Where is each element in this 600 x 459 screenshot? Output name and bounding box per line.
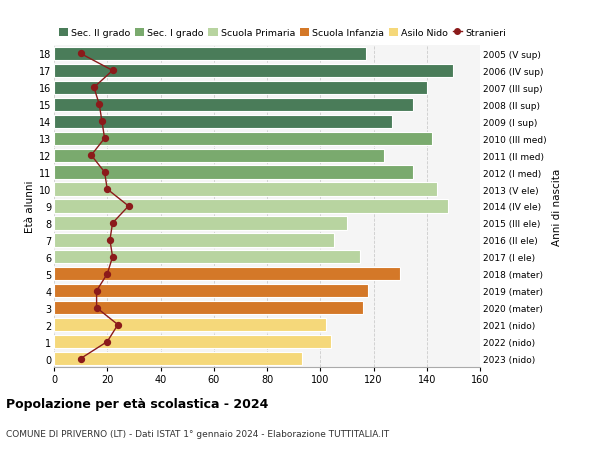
Bar xyxy=(54,352,302,365)
Text: COMUNE DI PRIVERNO (LT) - Dati ISTAT 1° gennaio 2024 - Elaborazione TUTTITALIA.I: COMUNE DI PRIVERNO (LT) - Dati ISTAT 1° … xyxy=(6,429,389,438)
Point xyxy=(100,135,109,143)
Bar xyxy=(54,217,347,230)
Point xyxy=(113,321,123,329)
Bar xyxy=(54,234,334,247)
Bar xyxy=(54,149,384,162)
Point xyxy=(89,84,99,92)
Bar xyxy=(54,200,448,213)
Point xyxy=(103,338,112,346)
Bar xyxy=(54,115,392,129)
Legend: Sec. II grado, Sec. I grado, Scuola Primaria, Scuola Infanzia, Asilo Nido, Stran: Sec. II grado, Sec. I grado, Scuola Prim… xyxy=(59,29,506,38)
Bar xyxy=(54,183,437,196)
Point xyxy=(105,237,115,244)
Point xyxy=(124,203,133,210)
Bar xyxy=(54,99,413,112)
Bar xyxy=(54,48,365,61)
Bar xyxy=(54,319,326,331)
Point xyxy=(100,169,109,176)
Y-axis label: Età alunni: Età alunni xyxy=(25,180,35,233)
Bar xyxy=(54,82,427,95)
Point xyxy=(108,254,118,261)
Point xyxy=(92,304,101,312)
Text: Popolazione per età scolastica - 2024: Popolazione per età scolastica - 2024 xyxy=(6,397,268,410)
Point xyxy=(103,270,112,278)
Point xyxy=(108,220,118,227)
Bar xyxy=(54,285,368,298)
Bar xyxy=(54,132,432,146)
Bar xyxy=(54,302,363,314)
Bar xyxy=(54,166,413,179)
Point xyxy=(97,118,107,126)
Point xyxy=(92,287,101,295)
Point xyxy=(103,186,112,193)
Point xyxy=(94,101,104,109)
Point xyxy=(76,50,85,58)
Bar xyxy=(54,251,360,264)
Point xyxy=(86,152,96,159)
Bar xyxy=(54,268,400,281)
Bar xyxy=(54,65,454,78)
Bar xyxy=(54,335,331,348)
Y-axis label: Anni di nascita: Anni di nascita xyxy=(552,168,562,245)
Point xyxy=(108,67,118,75)
Point xyxy=(76,355,85,363)
